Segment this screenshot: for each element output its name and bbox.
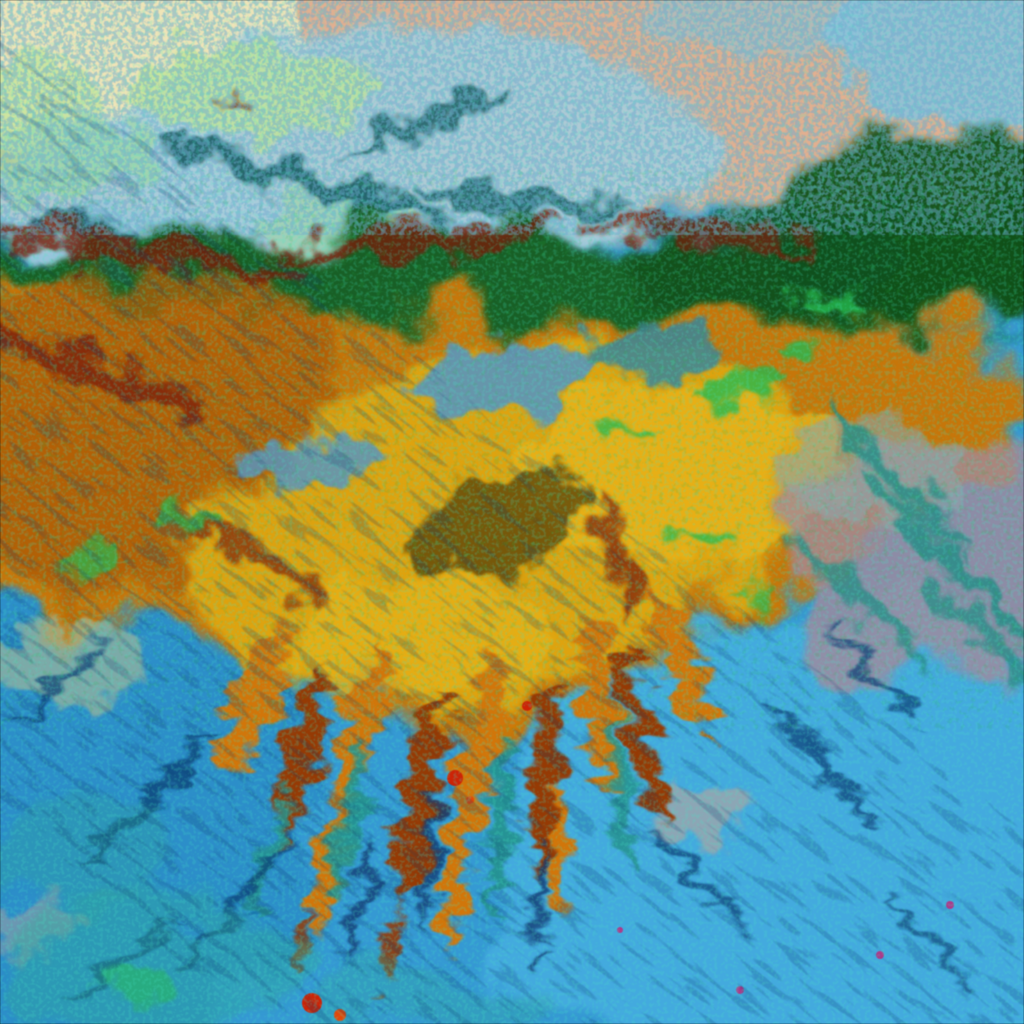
false-color-satellite-image: [0, 0, 1024, 1024]
global-cyan-speckle-texture: [0, 0, 1024, 1024]
